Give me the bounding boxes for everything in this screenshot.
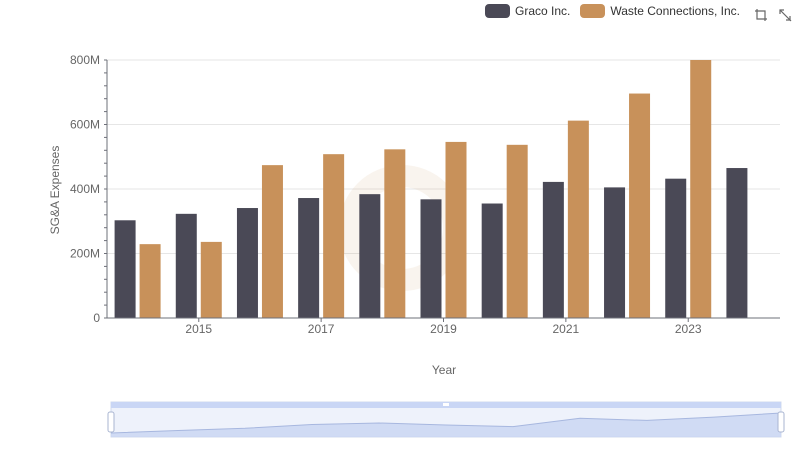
y-tick-label: 600M — [70, 118, 100, 132]
data-zoom-slider[interactable] — [107, 401, 785, 438]
y-tick-label: 0 — [93, 311, 100, 325]
x-tick-label: 2015 — [185, 322, 212, 336]
bar-waste-connections — [567, 120, 589, 318]
bar-graco — [604, 187, 626, 318]
y-tick-label: 800M — [70, 53, 100, 67]
zoom-grip — [443, 403, 449, 406]
legend-item-waste-connections[interactable]: Waste Connections, Inc. — [580, 4, 740, 18]
bar-waste-connections — [690, 60, 712, 318]
bar-graco — [298, 198, 320, 318]
bar-graco — [114, 220, 136, 318]
toolbox — [746, 6, 794, 24]
bar-graco — [726, 168, 748, 318]
bars[interactable] — [114, 60, 748, 318]
bar-graco — [481, 203, 503, 318]
legend: Graco Inc. Waste Connections, Inc. — [485, 4, 750, 18]
legend-item-graco[interactable]: Graco Inc. — [485, 4, 570, 18]
bar-graco — [175, 213, 197, 318]
legend-label-waste-connections: Waste Connections, Inc. — [610, 4, 740, 18]
bar-waste-connections — [323, 154, 345, 318]
x-tick-label: 2021 — [553, 322, 580, 336]
zoom-preview-line — [110, 412, 782, 434]
bar-waste-connections — [506, 144, 528, 318]
bar-graco — [665, 178, 687, 318]
axes: 0 200M 400M 600M 800M 2015 2017 2019 2021 2023 — [70, 53, 780, 336]
y-tick-label: 200M — [70, 247, 100, 261]
bar-waste-connections — [445, 141, 467, 318]
zoom-handle-right — [777, 411, 785, 433]
bar-waste-connections — [261, 165, 283, 318]
x-tick-label: 2017 — [308, 322, 335, 336]
legend-swatch-graco — [485, 4, 510, 18]
legend-swatch-waste-connections — [580, 4, 606, 18]
zoom-icon[interactable] — [752, 6, 770, 24]
bar-graco — [420, 199, 442, 318]
bar-graco — [359, 194, 381, 318]
bar-graco — [542, 181, 564, 318]
zoom-handle-left — [107, 411, 115, 433]
x-tick-label: 2019 — [430, 322, 457, 336]
x-tick-label: 2023 — [675, 322, 702, 336]
restore-icon[interactable] — [776, 6, 794, 24]
legend-label-graco: Graco Inc. — [515, 4, 571, 18]
x-axis-title: Year — [432, 363, 456, 377]
y-axis-title: SG&A Expenses — [48, 146, 62, 235]
bar-waste-connections — [629, 93, 651, 318]
y-tick-label: 400M — [70, 182, 100, 196]
bar-waste-connections — [200, 241, 222, 318]
bar-graco — [236, 208, 258, 318]
bar-waste-connections — [139, 244, 161, 318]
bar-waste-connections — [384, 149, 406, 318]
